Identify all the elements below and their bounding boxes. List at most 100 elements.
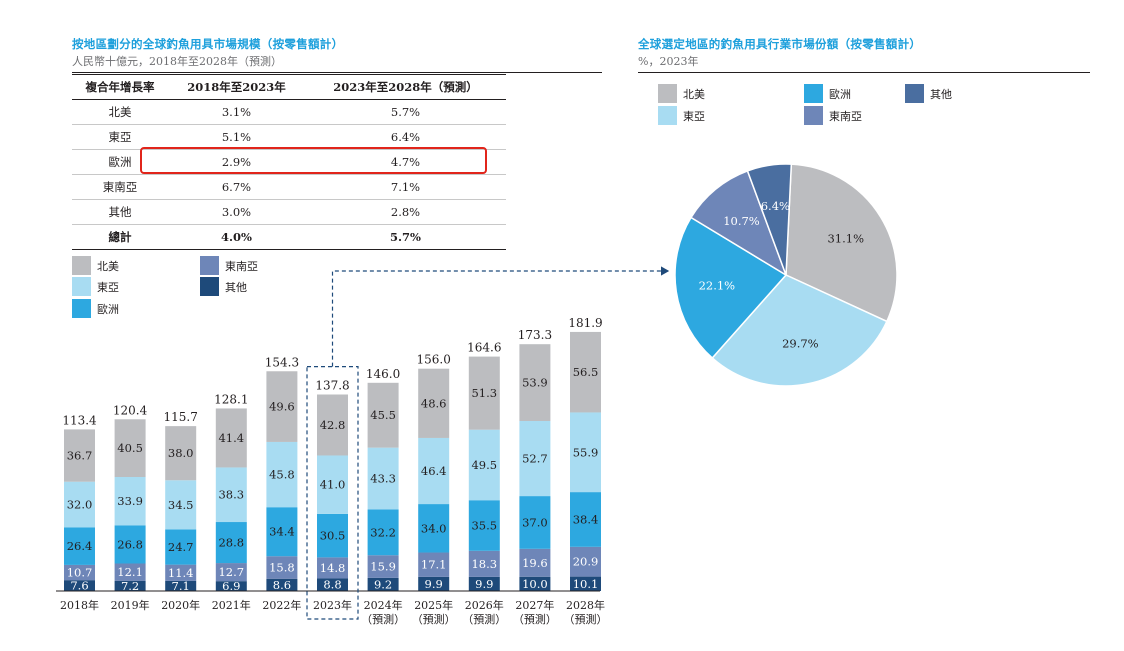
pie-slice-label: 6.4% <box>761 199 790 213</box>
bar-total-label: 173.3 <box>518 328 552 342</box>
bar-value-label: 40.5 <box>117 441 143 455</box>
table-row: 東南亞 6.7% 7.1% <box>72 174 506 200</box>
bar-segment <box>266 441 298 508</box>
x-tick-label: 2025年 <box>414 598 453 612</box>
x-tick-label: 2018年 <box>60 598 99 612</box>
bar-segment <box>114 525 146 564</box>
bar-segment <box>367 509 399 556</box>
bar-total-label: 156.0 <box>417 353 451 367</box>
cagr-header-region: 複合年增長率 <box>72 74 168 100</box>
bar-value-label: 9.2 <box>374 577 392 591</box>
bar-segment <box>519 344 551 421</box>
bar-segment <box>165 580 197 591</box>
cagr-value: 4.7% <box>304 149 506 175</box>
bar-segment <box>165 529 197 565</box>
bar-value-label: 30.5 <box>320 529 346 543</box>
bar-value-label: 41.4 <box>218 431 244 445</box>
bar-value-label: 49.5 <box>471 458 497 472</box>
x-tick-label: （預測） <box>462 612 506 626</box>
legend-item: 其他 <box>905 84 952 103</box>
cagr-header-row: 複合年增長率 2018年至2023年 2023年至2028年（預測） <box>72 74 506 100</box>
bar-segment <box>519 496 551 549</box>
bar-value-label: 19.6 <box>522 556 548 570</box>
bar-value-label: 34.5 <box>168 498 194 512</box>
cagr-value: 3.0% <box>167 199 305 225</box>
x-tick-label: 2028年 <box>566 598 605 612</box>
bar-segment <box>570 492 601 547</box>
bar-value-label: 32.0 <box>67 498 93 512</box>
bar-segment <box>215 563 247 582</box>
bar-value-label: 43.3 <box>370 471 396 485</box>
bar-value-label: 35.5 <box>471 519 497 533</box>
bar-value-label: 45.5 <box>370 408 396 422</box>
bar-segment <box>266 507 298 557</box>
bar-value-label: 32.2 <box>370 525 396 539</box>
bar-value-label: 10.7 <box>67 566 93 580</box>
pie-slice <box>746 163 793 276</box>
x-tick-label: （預測） <box>361 612 405 626</box>
bar-segment <box>266 578 298 591</box>
bar-value-label: 10.1 <box>573 577 599 591</box>
left-title-rule <box>72 72 602 73</box>
x-tick-label: 2022年 <box>262 598 301 612</box>
bar-segment <box>317 578 348 591</box>
bar-segment <box>64 580 95 591</box>
pie-slice-label: 29.7% <box>782 336 819 350</box>
cagr-table: 複合年增長率 2018年至2023年 2023年至2028年（預測） 北美 3.… <box>72 74 506 250</box>
connector-dashed-line <box>331 266 670 367</box>
highlight-2023-dashed-box <box>306 366 359 620</box>
legend-label: 歐洲 <box>829 87 851 101</box>
bar-value-label: 49.6 <box>269 400 295 414</box>
bar-value-label: 33.9 <box>117 494 143 508</box>
x-tick-label: 2024年 <box>364 598 403 612</box>
bar-segment <box>114 477 146 526</box>
pie-slice <box>711 274 888 387</box>
legend-label: 東亞 <box>97 280 119 294</box>
bar-segment <box>468 429 500 501</box>
bar-segment <box>266 556 298 579</box>
bar-value-label: 17.1 <box>421 558 447 572</box>
cagr-value: 5.7% <box>304 99 506 125</box>
bar-value-label: 28.8 <box>218 536 244 550</box>
bar-total-label: 128.1 <box>214 392 248 406</box>
bar-value-label: 11.4 <box>168 566 194 580</box>
bar-segment <box>367 577 399 591</box>
legend-swatch <box>72 256 91 275</box>
bar-chart-title: 按地區劃分的全球釣魚用具市場規模（按零售額計） <box>72 37 344 51</box>
cagr-region: 東南亞 <box>72 174 168 200</box>
legend-label: 北美 <box>97 259 119 273</box>
pie-chart-title: 全球選定地區的釣魚用具行業市場份額（按零售額計） <box>638 37 922 51</box>
table-row: 其他 3.0% 2.8% <box>72 199 506 225</box>
cagr-region: 東亞 <box>72 124 168 150</box>
cagr-value: 6.7% <box>167 174 305 200</box>
bar-segment <box>468 550 500 577</box>
bar-value-label: 12.1 <box>117 565 143 579</box>
legend-item: 歐洲 <box>72 299 119 318</box>
bar-value-label: 42.8 <box>320 418 346 432</box>
bar-segment <box>64 564 95 581</box>
cagr-value: 2.9% <box>167 149 305 175</box>
bar-segment <box>418 368 450 438</box>
bar-segment <box>215 581 247 591</box>
legend-item: 東南亞 <box>804 106 862 125</box>
pie-slice <box>785 163 898 323</box>
bar-value-label: 15.9 <box>370 560 396 574</box>
legend-swatch <box>200 277 219 296</box>
x-tick-label: 2027年 <box>515 598 554 612</box>
bar-segment <box>215 467 247 523</box>
bar-value-label: 9.9 <box>475 577 493 591</box>
bar-segment <box>215 408 247 468</box>
bar-total-label: 146.0 <box>366 367 400 381</box>
legend-label: 東南亞 <box>225 259 258 273</box>
cagr-value: 2.8% <box>304 199 506 225</box>
bar-segment <box>266 371 298 442</box>
bar-value-label: 15.8 <box>269 560 295 574</box>
legend-item: 其他 <box>200 277 247 296</box>
bar-total-label: 181.9 <box>568 316 602 330</box>
legend-swatch <box>72 299 91 318</box>
legend-label: 其他 <box>225 280 247 294</box>
bar-value-label: 48.6 <box>421 396 447 410</box>
bar-segment <box>570 412 601 493</box>
bar-value-label: 56.5 <box>573 365 599 379</box>
